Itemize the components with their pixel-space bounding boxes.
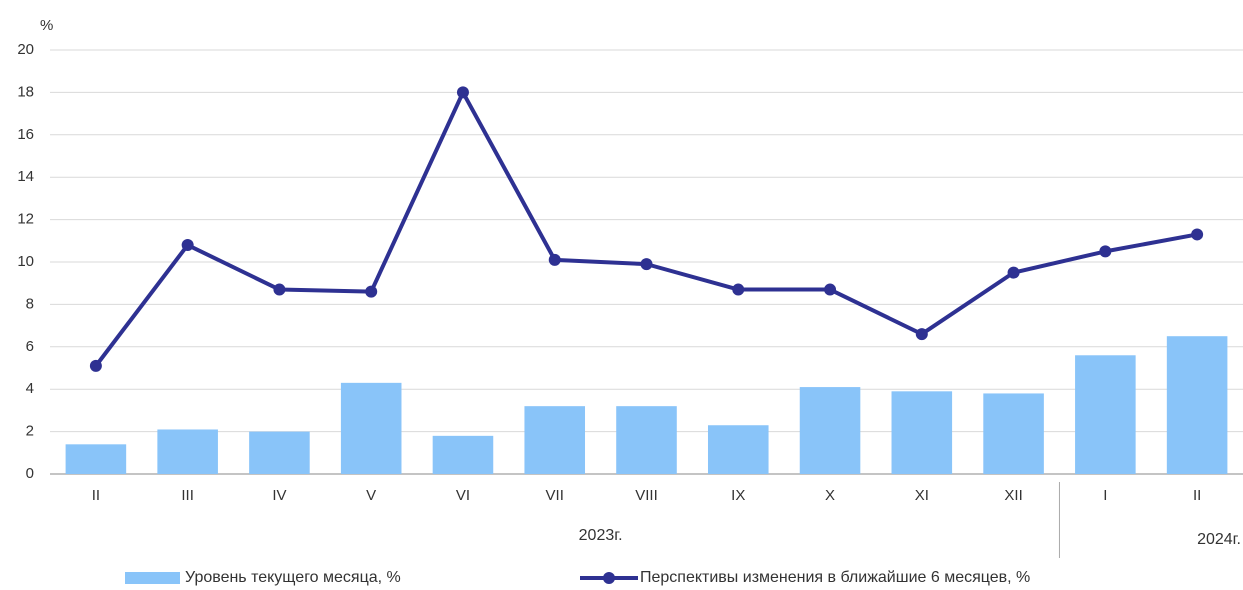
- x-tick-label: I: [1103, 487, 1107, 504]
- x-tick-label: IV: [272, 487, 286, 504]
- legend-label: Перспективы изменения в ближайшие 6 меся…: [640, 569, 1030, 586]
- bar: [1075, 355, 1136, 474]
- x-tick-label: X: [825, 487, 835, 504]
- x-tick-label: V: [366, 487, 376, 504]
- point: [456, 86, 469, 99]
- point: [1099, 245, 1112, 258]
- x-tick-label: VIII: [635, 487, 658, 504]
- point: [824, 283, 837, 296]
- y-axis-label: %: [40, 17, 53, 34]
- point: [89, 359, 102, 372]
- bar: [340, 382, 402, 474]
- point: [273, 283, 286, 296]
- x-tick-label: VII: [546, 487, 564, 504]
- x-tick-label: II: [92, 487, 100, 504]
- legend-label: Уровень текущего месяца, %: [185, 569, 401, 586]
- bar: [799, 387, 861, 474]
- point: [548, 253, 561, 266]
- y-tick-label: 18: [17, 83, 34, 100]
- bar: [524, 406, 586, 474]
- x-tick-label: XII: [1004, 487, 1022, 504]
- line: [94, 90, 1198, 368]
- bar: [157, 429, 218, 474]
- y-tick-label: 2: [26, 423, 34, 440]
- point: [365, 285, 378, 298]
- y-tick-label: 0: [26, 465, 34, 482]
- point: [732, 283, 745, 296]
- bar: [65, 444, 127, 474]
- point: [1007, 266, 1020, 279]
- bar: [707, 425, 769, 474]
- legend-swatch: [125, 572, 180, 584]
- point: [181, 239, 194, 252]
- year-label: 2023г.: [579, 527, 623, 544]
- year-label: 2024г.: [1197, 531, 1241, 548]
- y-tick-label: 6: [26, 338, 34, 355]
- bar: [983, 393, 1044, 474]
- y-tick-label: 14: [17, 168, 34, 185]
- point: [640, 258, 653, 271]
- y-tick-label: 4: [26, 380, 34, 397]
- bar: [616, 406, 677, 474]
- bar: [432, 435, 494, 474]
- bar: [891, 391, 953, 474]
- y-tick-label: 10: [17, 253, 34, 270]
- legend-swatch: [603, 572, 615, 584]
- point: [915, 328, 928, 341]
- y-tick-label: 12: [17, 211, 34, 228]
- point: [1191, 228, 1204, 241]
- y-tick-label: 16: [17, 126, 34, 143]
- bar: [249, 431, 310, 474]
- y-tick-label: 20: [17, 41, 34, 58]
- x-tick-label: VI: [456, 487, 470, 504]
- bar: [1166, 336, 1228, 474]
- y-tick-label: 8: [26, 295, 34, 312]
- x-tick-label: II: [1193, 487, 1201, 504]
- x-tick-label: XI: [915, 487, 929, 504]
- x-tick-label: IX: [731, 487, 745, 504]
- x-tick-label: III: [181, 487, 194, 504]
